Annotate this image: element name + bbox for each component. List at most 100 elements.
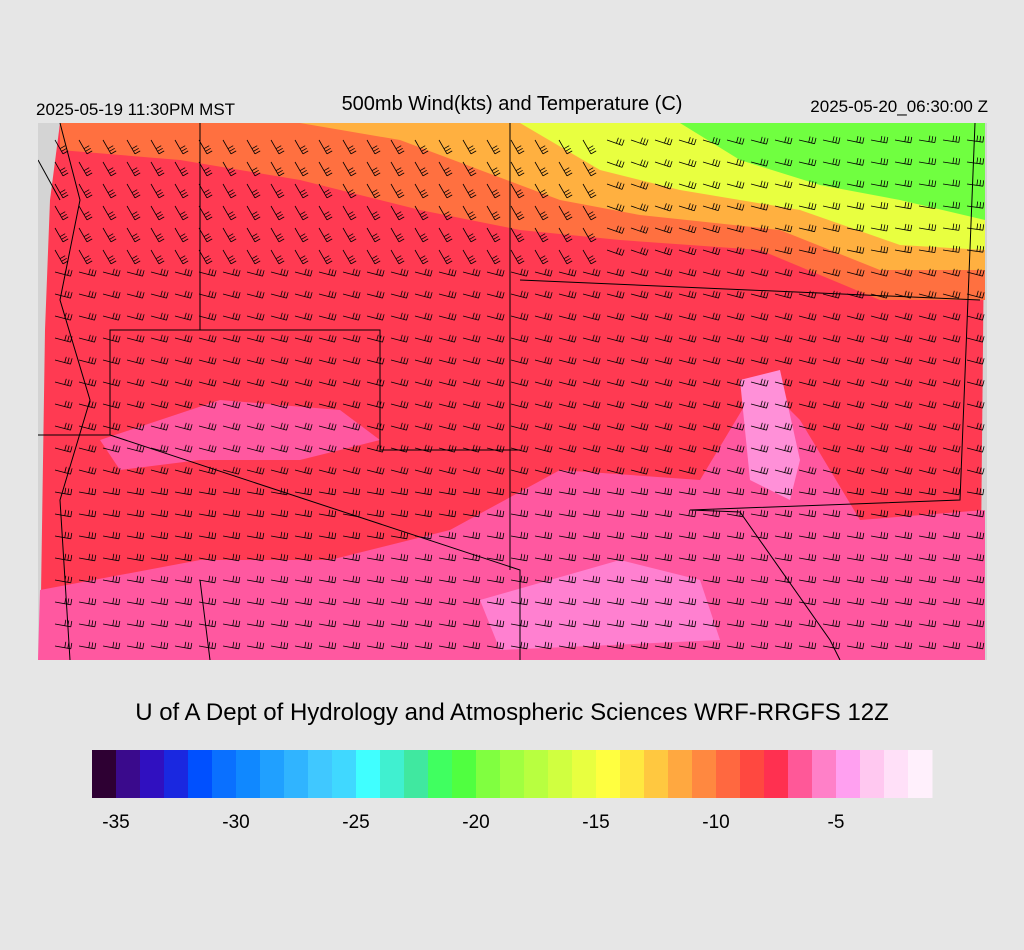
wind-barb xyxy=(846,290,865,299)
wind-barb xyxy=(486,422,505,431)
wind-barb xyxy=(390,466,409,475)
wind-barb xyxy=(798,487,817,496)
wind-barb xyxy=(942,509,961,518)
colorbar-swatch xyxy=(284,750,309,798)
colorbar-swatch xyxy=(140,750,165,798)
wind-barb xyxy=(534,312,553,321)
wind-barb xyxy=(78,183,93,199)
wind-barb xyxy=(534,444,553,453)
wind-barb xyxy=(702,444,721,453)
wind-barb xyxy=(654,181,673,190)
wind-barb xyxy=(198,334,217,343)
wind-barb xyxy=(246,444,265,453)
wind-barb xyxy=(822,312,841,321)
wind-barb xyxy=(438,531,457,540)
wind-barb xyxy=(414,312,433,321)
wind-barb xyxy=(750,224,769,233)
wind-barb xyxy=(438,509,457,518)
wind-barb xyxy=(414,619,433,628)
wind-barb xyxy=(222,290,241,299)
wind-barb xyxy=(582,444,601,453)
wind-barb xyxy=(918,597,937,606)
wind-barb xyxy=(846,246,865,254)
wind-barb xyxy=(246,249,261,265)
wind-barb xyxy=(438,312,457,321)
wind-barb xyxy=(966,400,985,409)
wind-barb xyxy=(414,509,433,518)
wind-barb xyxy=(942,356,961,365)
wind-barb xyxy=(966,509,985,518)
wind-barb xyxy=(270,290,289,299)
wind-barb xyxy=(414,641,433,650)
wind-barb xyxy=(222,466,241,475)
wind-barb xyxy=(942,641,961,650)
wind-barb xyxy=(150,422,169,431)
wind-barb xyxy=(222,205,237,221)
wind-barb xyxy=(630,553,649,562)
wind-barb xyxy=(822,400,841,409)
wind-barb xyxy=(390,597,409,606)
wind-barb xyxy=(174,487,193,496)
wind-barb xyxy=(846,268,865,277)
wind-barb xyxy=(702,509,721,518)
wind-barb xyxy=(342,139,357,155)
wind-barb xyxy=(126,183,141,199)
wind-barb xyxy=(918,400,937,409)
wind-barb xyxy=(678,290,697,299)
wind-barb xyxy=(678,159,697,168)
wind-barb xyxy=(366,444,385,453)
wind-barb xyxy=(102,619,121,628)
wind-barb xyxy=(630,400,649,409)
wind-barb xyxy=(174,161,189,177)
wind-barb xyxy=(174,466,193,475)
wind-barb xyxy=(870,312,889,321)
wind-barb xyxy=(870,575,889,584)
wind-barb xyxy=(558,268,577,277)
wind-barb xyxy=(270,444,289,453)
wind-barb xyxy=(486,268,505,277)
wind-barb xyxy=(774,597,793,606)
wind-barb xyxy=(510,444,529,453)
wind-barb xyxy=(198,466,217,475)
wind-barb xyxy=(102,356,121,365)
wind-barb xyxy=(918,356,937,365)
wind-barb xyxy=(870,268,889,277)
wind-barb xyxy=(726,553,745,562)
wind-barb xyxy=(102,575,121,584)
wind-barb xyxy=(534,422,553,431)
wind-barb xyxy=(486,312,505,321)
wind-barb xyxy=(438,444,457,453)
wind-barb xyxy=(366,378,385,387)
wind-barb xyxy=(774,136,793,145)
wind-barb xyxy=(342,400,361,409)
wind-barb xyxy=(534,597,553,606)
wind-barb xyxy=(630,137,649,146)
wind-barb xyxy=(102,312,121,321)
wind-barb xyxy=(150,487,169,496)
credit: U of A Dept of Hydrology and Atmospheric… xyxy=(135,699,889,726)
wind-barb xyxy=(558,531,577,540)
wind-barb xyxy=(318,356,337,365)
wind-barb xyxy=(582,466,601,475)
wind-barb xyxy=(654,509,673,518)
wind-barb xyxy=(318,619,337,628)
wind-barb xyxy=(222,334,241,343)
wind-barb xyxy=(534,356,553,365)
wind-barb xyxy=(294,161,309,177)
wind-barb xyxy=(702,378,721,387)
wind-barb xyxy=(390,422,409,431)
wind-barb xyxy=(894,223,913,232)
wind-barb xyxy=(654,597,673,606)
wind-barb xyxy=(390,312,409,321)
wind-barb xyxy=(870,509,889,518)
wind-barb xyxy=(870,223,889,232)
wind-barb xyxy=(294,553,313,562)
wind-barb xyxy=(702,246,721,255)
wind-barb xyxy=(342,466,361,475)
wind-barb xyxy=(390,205,405,221)
wind-barb xyxy=(774,444,793,453)
wind-barb xyxy=(318,227,333,243)
wind-barb xyxy=(678,531,697,540)
wind-barb xyxy=(966,466,985,475)
wind-barb xyxy=(462,597,481,606)
